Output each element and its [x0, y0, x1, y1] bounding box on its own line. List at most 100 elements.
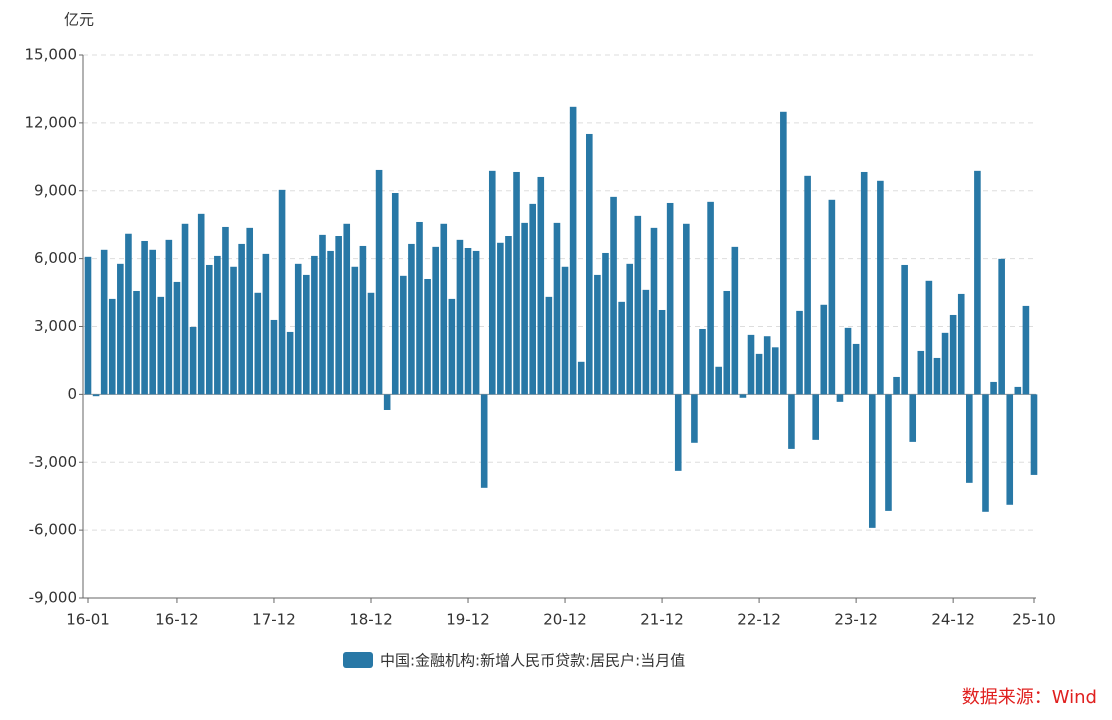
bar — [464, 247, 472, 395]
x-tick-label: 19-12 — [446, 611, 490, 629]
bar — [683, 223, 690, 395]
bar — [893, 376, 900, 395]
bar — [820, 304, 828, 395]
bar — [294, 263, 302, 395]
bar — [108, 298, 116, 395]
bar — [602, 252, 609, 395]
bar — [966, 394, 973, 483]
bar — [488, 170, 496, 395]
bar — [723, 290, 731, 395]
bar — [618, 301, 625, 395]
bar — [432, 246, 439, 395]
bar — [214, 255, 221, 395]
bar — [270, 319, 278, 395]
bar — [1014, 386, 1022, 395]
bar — [416, 221, 423, 395]
bar — [545, 296, 553, 395]
bar — [351, 266, 359, 395]
bar — [666, 202, 674, 395]
bar — [909, 394, 917, 442]
bar — [246, 227, 254, 395]
bar — [480, 394, 488, 488]
y-tick-label: -6,000 — [29, 521, 77, 539]
bar — [181, 223, 189, 395]
bar — [634, 215, 642, 395]
bar — [998, 258, 1005, 395]
bar — [375, 169, 383, 395]
bar — [173, 281, 181, 395]
bar — [303, 274, 310, 395]
x-tick-label: 21-12 — [640, 611, 684, 629]
bar — [157, 296, 165, 395]
bar — [747, 334, 755, 395]
bar — [424, 278, 431, 395]
bar — [885, 394, 892, 511]
bar — [448, 298, 456, 395]
bar — [763, 336, 771, 395]
x-tick-label: 16-01 — [66, 611, 110, 629]
bar — [957, 293, 965, 395]
bar — [796, 310, 803, 395]
bar — [990, 381, 997, 395]
bar — [165, 239, 173, 395]
bar — [844, 327, 852, 395]
bar — [125, 233, 132, 395]
y-tick-label: 9,000 — [34, 181, 77, 199]
bar — [585, 133, 593, 395]
bar — [505, 236, 512, 395]
bar — [933, 357, 941, 395]
bar — [205, 264, 213, 395]
y-tick-label: 6,000 — [34, 249, 77, 267]
bar — [658, 309, 666, 395]
source-note: 数据来源：Wind — [962, 687, 1097, 708]
bar — [836, 394, 844, 402]
bar — [521, 222, 528, 395]
bar — [383, 394, 391, 410]
y-tick-label: -3,000 — [29, 453, 77, 471]
bar — [828, 199, 836, 395]
bar — [691, 394, 698, 443]
bar — [974, 170, 981, 395]
bar — [901, 264, 908, 395]
bar — [788, 394, 795, 449]
y-tick-label: 3,000 — [34, 317, 77, 335]
bar — [286, 331, 294, 395]
x-tick-label: 22-12 — [737, 611, 781, 629]
bar — [230, 266, 237, 395]
bar — [391, 193, 399, 395]
bar — [917, 350, 925, 395]
bar — [262, 253, 270, 395]
x-tick-label: 24-12 — [931, 611, 975, 629]
bar — [359, 245, 367, 395]
legend-swatch — [343, 652, 373, 668]
bar — [343, 223, 351, 395]
bar — [456, 239, 464, 395]
bar — [982, 394, 989, 512]
bar — [699, 328, 706, 395]
bar — [642, 289, 650, 395]
bar — [319, 234, 326, 395]
bar — [925, 280, 933, 395]
x-tick-label: 23-12 — [834, 611, 878, 629]
bar — [949, 314, 957, 395]
bar — [367, 292, 375, 395]
bar — [141, 240, 148, 395]
bar — [868, 394, 876, 528]
x-tick-label: 18-12 — [349, 611, 393, 629]
bar — [610, 196, 617, 395]
bar — [1006, 394, 1014, 505]
bar — [149, 249, 156, 395]
bar — [311, 255, 318, 395]
bar — [569, 106, 577, 395]
bar — [84, 256, 92, 395]
bar — [780, 111, 787, 395]
bar — [739, 394, 747, 398]
bar — [771, 347, 779, 395]
bar — [400, 275, 407, 395]
bar — [189, 326, 197, 395]
bar — [674, 394, 682, 471]
bar — [238, 243, 245, 395]
bar — [92, 394, 100, 397]
bar — [852, 343, 860, 395]
